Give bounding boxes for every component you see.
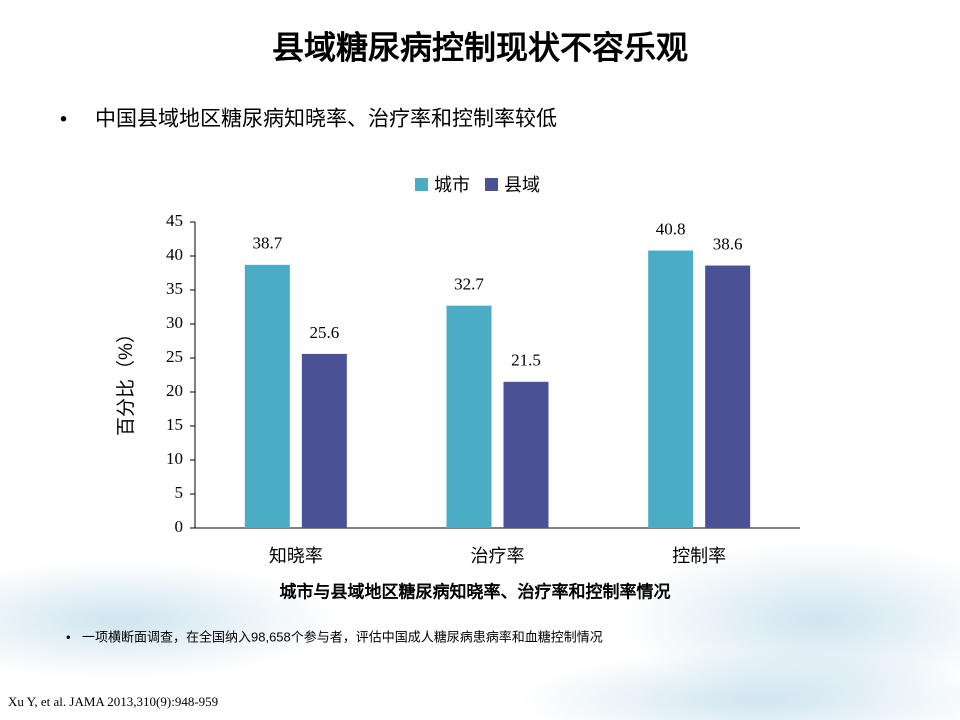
y-axis-label: 百分比（%）	[115, 324, 137, 436]
background-decoration	[0, 540, 960, 720]
bullet-marker: •	[60, 108, 67, 130]
data-label: 25.6	[309, 323, 339, 342]
data-label: 40.8	[656, 219, 686, 238]
slide-title: 县域糖尿病控制现状不容乐观	[272, 29, 688, 65]
legend-label: 县域	[504, 175, 540, 195]
y-tick-label: 40	[166, 245, 183, 264]
y-tick-label: 0	[175, 517, 184, 536]
data-label: 38.7	[252, 234, 282, 253]
x-tick-label: 知晓率	[269, 546, 323, 566]
data-label: 21.5	[511, 351, 541, 370]
y-tick-label: 10	[166, 449, 183, 468]
note-marker: •	[66, 629, 71, 644]
note-text: 一项横断面调查，在全国纳入98,658个参与者，评估中国成人糖尿病患病率和血糖控…	[82, 629, 603, 644]
reference: Xu Y, et al. JAMA 2013,310(9):948-959	[8, 694, 218, 709]
y-tick-label: 5	[175, 483, 184, 502]
legend-swatch	[415, 178, 428, 191]
bar	[244, 264, 290, 528]
legend-swatch	[485, 178, 498, 191]
bullet-text: 中国县域地区糖尿病知晓率、治疗率和控制率较低	[95, 108, 557, 131]
x-tick-label: 控制率	[672, 546, 726, 566]
y-tick-label: 45	[166, 211, 183, 230]
y-tick-label: 15	[166, 415, 183, 434]
data-label: 38.6	[713, 234, 743, 253]
bar	[301, 353, 347, 528]
bar	[648, 250, 694, 528]
data-label: 32.7	[454, 275, 484, 294]
y-tick-label: 30	[166, 313, 183, 332]
legend-label: 城市	[434, 175, 470, 195]
y-tick-label: 25	[166, 347, 183, 366]
y-tick-label: 20	[166, 381, 183, 400]
y-tick-label: 35	[166, 279, 183, 298]
x-tick-label: 治疗率	[471, 546, 525, 566]
bar	[705, 265, 751, 528]
bar	[503, 381, 549, 528]
bar	[446, 305, 492, 528]
chart-caption: 城市与县域地区糖尿病知晓率、治疗率和控制率情况	[280, 581, 671, 601]
